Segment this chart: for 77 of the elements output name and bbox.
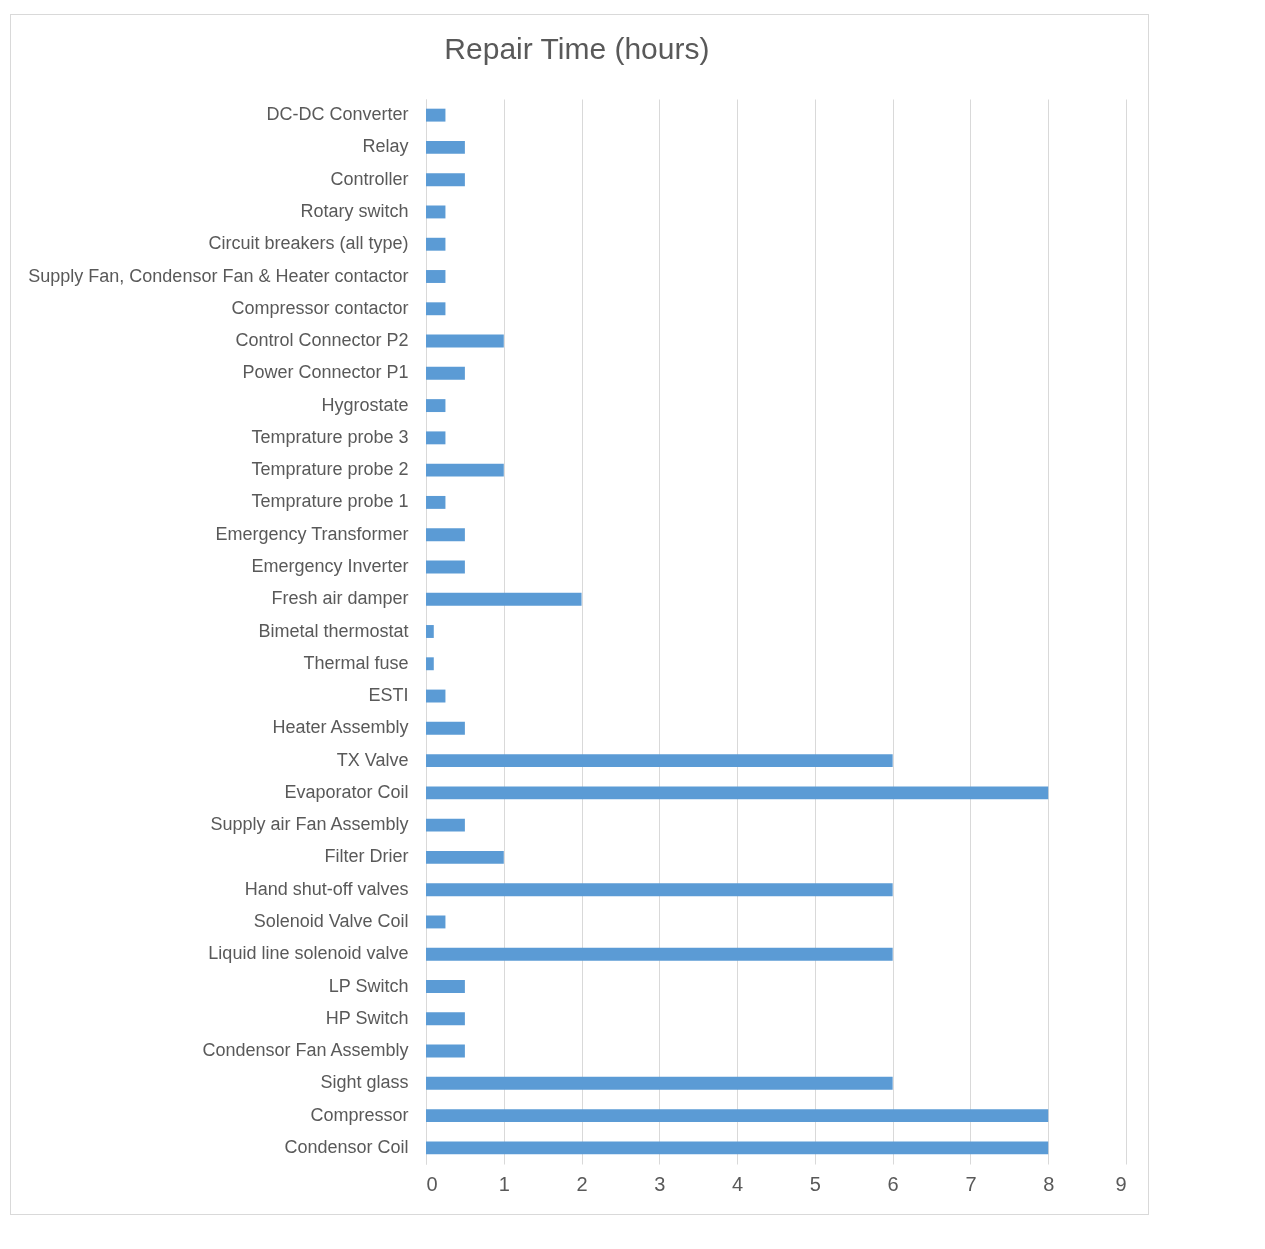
- bar: [426, 657, 434, 671]
- y-tick-label: Compressor: [310, 1104, 409, 1125]
- bar: [426, 463, 504, 477]
- y-tick-label: Supply Fan, Condensor Fan & Heater contactor: [28, 265, 409, 286]
- bar: [426, 302, 446, 316]
- y-tick-label: Solenoid Valve Coil: [253, 910, 409, 931]
- y-tick-label: Control Connector P2: [235, 330, 409, 351]
- bar: [426, 947, 893, 961]
- bar: [426, 366, 465, 380]
- bar: [426, 818, 465, 832]
- x-tick-label: 8: [1043, 1172, 1055, 1195]
- x-tick-label: 7: [965, 1172, 977, 1195]
- y-tick-label: Circuit breakers (all type): [208, 233, 409, 254]
- y-tick-label: Liquid line solenoid valve: [208, 943, 409, 964]
- y-tick-label: Power Connector P1: [242, 362, 409, 383]
- y-tick-label: Controller: [330, 168, 409, 189]
- y-tick-label: Thermal fuse: [303, 652, 409, 673]
- x-tick-label: 5: [809, 1172, 821, 1195]
- x-tick-label: 0: [426, 1172, 438, 1195]
- bar: [426, 1044, 465, 1058]
- bar: [426, 495, 446, 509]
- x-tick-label: 3: [654, 1172, 666, 1195]
- y-tick-label: ESTI: [368, 685, 409, 706]
- bar: [426, 205, 446, 219]
- y-tick-label: Emergency Transformer: [215, 523, 409, 544]
- x-tick-label: 9: [1115, 1172, 1127, 1195]
- bar: [426, 883, 893, 897]
- y-tick-label: Rotary switch: [300, 200, 409, 221]
- y-tick-label: Sight glass: [320, 1072, 409, 1093]
- y-tick-label: Compressor contactor: [231, 297, 409, 318]
- bar: [426, 1076, 893, 1090]
- bar: [426, 1109, 1049, 1123]
- y-tick-label: LP Switch: [328, 975, 409, 996]
- bar: [426, 689, 446, 703]
- bar: [426, 1141, 1049, 1155]
- bar: [426, 850, 504, 864]
- y-tick-label: Temprature probe 3: [251, 426, 409, 447]
- y-tick-label: HP Switch: [325, 1007, 409, 1028]
- y-tick-label: Filter Drier: [324, 846, 409, 867]
- bar: [426, 108, 446, 122]
- y-tick-label: Hygrostate: [321, 394, 409, 415]
- x-tick-label: 2: [576, 1172, 588, 1195]
- y-tick-label: Temprature probe 1: [251, 491, 409, 512]
- y-tick-label: TX Valve: [336, 749, 409, 770]
- x-tick-label: 4: [732, 1172, 744, 1195]
- bar: [426, 173, 465, 187]
- bar: [426, 754, 893, 768]
- bar: [426, 399, 446, 413]
- bar: [426, 431, 446, 445]
- x-tick-label: 6: [887, 1172, 899, 1195]
- bar: [426, 140, 465, 154]
- y-tick-label: DC-DC Converter: [266, 104, 409, 125]
- bar: [426, 592, 582, 606]
- y-tick-label: Evaporator Coil: [284, 781, 409, 802]
- y-tick-label: Condensor Fan Assembly: [202, 1040, 409, 1061]
- bar: [426, 237, 446, 251]
- y-tick-label: Bimetal thermostat: [258, 620, 409, 641]
- bar: [426, 270, 446, 283]
- bar: [426, 786, 1049, 800]
- y-tick-label: Emergency Inverter: [251, 555, 409, 576]
- y-tick-label: Hand shut-off valves: [244, 878, 409, 899]
- bar: [426, 334, 504, 348]
- bar: [426, 528, 465, 542]
- y-tick-label: Condensor Coil: [284, 1136, 409, 1157]
- bar: [426, 1012, 465, 1026]
- bar: [426, 915, 446, 929]
- bar: [426, 721, 465, 735]
- chart-title: Repair Time (hours): [444, 32, 710, 65]
- y-tick-label: Temprature probe 2: [251, 459, 409, 480]
- y-tick-label: Heater Assembly: [272, 717, 409, 738]
- y-tick-label: Fresh air damper: [271, 588, 409, 609]
- x-tick-label: 1: [498, 1172, 510, 1195]
- bar: [426, 560, 465, 574]
- y-tick-label: Relay: [362, 136, 409, 157]
- bar: [426, 980, 465, 993]
- bar: [426, 625, 434, 638]
- y-tick-label: Supply air Fan Assembly: [210, 814, 409, 835]
